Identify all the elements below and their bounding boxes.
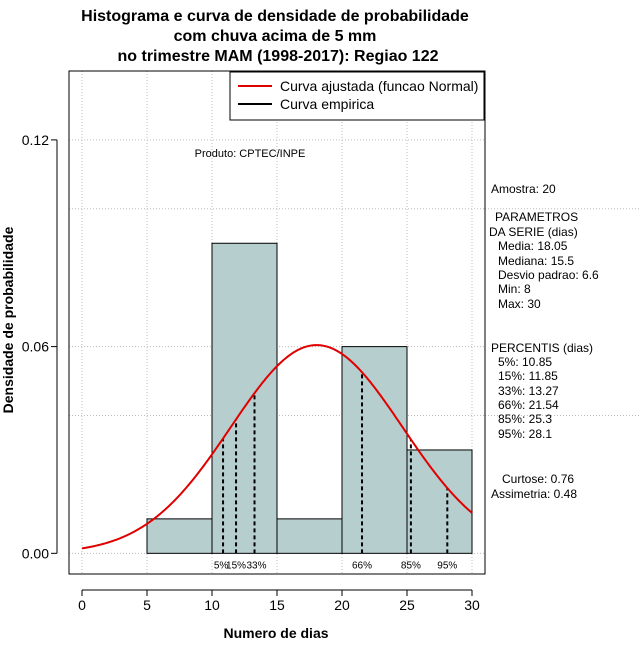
x-axis-label: Numero de dias <box>223 625 328 641</box>
param-max: Max: 30 <box>498 297 541 311</box>
percentil-33: 33%: 13.27 <box>498 384 559 398</box>
x-tick-label-3: 15 <box>269 597 285 613</box>
percentil-15: 15%: 11.85 <box>498 369 558 383</box>
histogram-bar-3 <box>341 346 408 554</box>
percentile-label-5: 95% <box>437 560 457 571</box>
x-tick-label-5: 25 <box>399 597 415 613</box>
legend: Curva ajustada (funcao Normal) Curva emp… <box>229 71 485 121</box>
axes: 0 5 10 15 20 25 30 0.00 0.06 0.12 <box>22 132 480 613</box>
curtose: Curtose: 0.76 <box>502 472 574 486</box>
x-tick-label-0: 0 <box>78 597 86 613</box>
percentil-85: 85%: 25.3 <box>498 412 552 426</box>
percentis-title: PERCENTIS (dias) <box>491 341 593 355</box>
x-tick-label-2: 10 <box>204 597 220 613</box>
x-tick-label-1: 5 <box>143 597 151 613</box>
percentile-label-2: 33% <box>247 560 267 571</box>
percentile-label-0: 5% <box>214 560 229 571</box>
param-min: Min: 8 <box>498 282 531 296</box>
plot-frame <box>68 70 486 575</box>
percentile-label-3: 66% <box>352 560 372 571</box>
percentil-66: 66%: 21.54 <box>498 398 559 412</box>
y-axis-label: Densidade de probabilidade <box>0 226 16 413</box>
histogram-bar-0 <box>146 518 213 554</box>
legend-box <box>229 71 485 121</box>
y-tick-label-0: 0.00 <box>22 545 49 561</box>
y-tick-label-1: 0.06 <box>22 339 49 355</box>
params-title-1: PARAMETROS <box>495 210 578 224</box>
percentil-5: 5%: 10.85 <box>498 355 552 369</box>
param-media: Media: 18.05 <box>498 239 568 253</box>
chart-title-line-1: Histograma e curva de densidade de proba… <box>81 8 469 25</box>
param-mediana: Mediana: 15.5 <box>498 254 574 268</box>
chart-title-line-2: com chuva acima de 5 mm <box>174 28 377 45</box>
params-title-2: DA SERIE (dias) <box>489 225 578 239</box>
param-desvio: Desvio padrao: 6.6 <box>498 268 599 282</box>
histogram-bar-2 <box>276 518 343 554</box>
assimetria: Assimetria: 0.48 <box>491 487 577 501</box>
product-annotation: Produto: CPTEC/INPE <box>195 148 306 160</box>
y-tick-label-2: 0.12 <box>22 132 49 148</box>
histogram-bar-4 <box>406 449 473 554</box>
normal-curve <box>81 344 473 550</box>
legend-label-empirical: Curva empirica <box>280 96 374 112</box>
legend-label-normal: Curva ajustada (funcao Normal) <box>280 78 478 94</box>
side-panel: Amostra: 20 PARAMETROS DA SERIE (dias) M… <box>489 182 599 501</box>
sample-size: Amostra: 20 <box>491 182 556 196</box>
chart-title-line-3: no trimestre MAM (1998-2017): Regiao 122 <box>118 48 439 65</box>
histogram-bars <box>146 242 473 554</box>
percentile-label-1: 15% <box>226 560 246 571</box>
x-tick-label-6: 30 <box>464 597 480 613</box>
percentile-label-4: 85% <box>401 560 421 571</box>
x-tick-label-4: 20 <box>334 597 350 613</box>
histogram-bar-1 <box>211 242 278 554</box>
percentile-lines: 5%15% 33% 66% 85% 95% <box>214 372 457 571</box>
percentil-95: 95%: 28.1 <box>498 427 552 441</box>
